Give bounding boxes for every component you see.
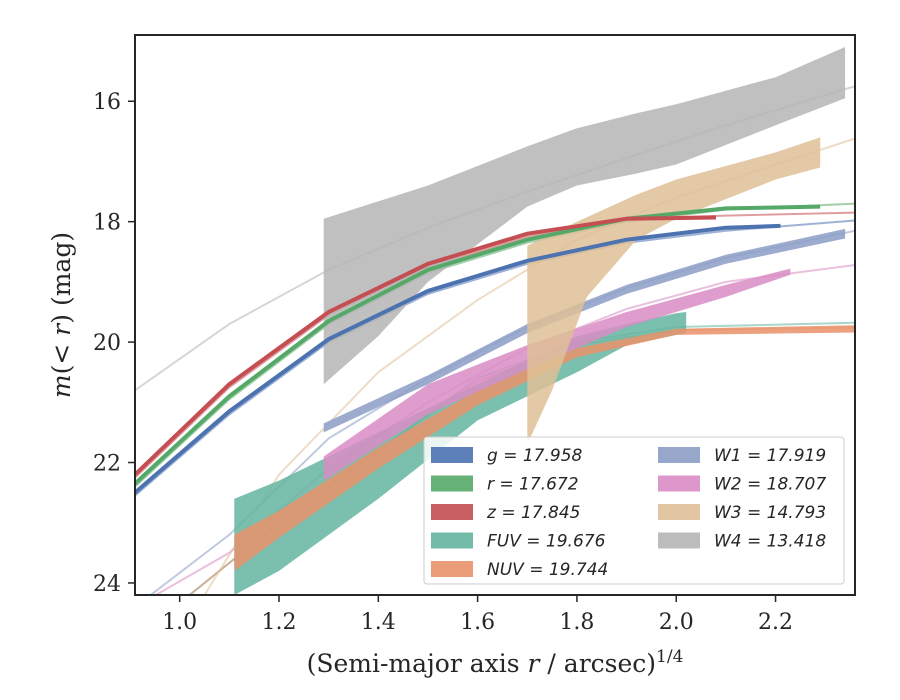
legend-swatch-fuv (431, 532, 473, 549)
x-axis-title-suffix: / arcsec) (539, 649, 656, 678)
legend-swatch-g (431, 447, 473, 463)
y-tick-label-18: 18 (93, 211, 121, 236)
y-tick-label-16: 16 (93, 90, 121, 115)
legend-swatch-nuv (431, 561, 473, 577)
plot-frame (134, 34, 856, 596)
y-tick-label-20: 20 (93, 331, 121, 356)
legend: g = 17.958 r = 17.672 z = 17.845 FUV = 19.6… (423, 436, 845, 585)
y-axis-title-paren-open: (< (47, 336, 76, 375)
legend-label-w4: W4 = 13.418 (714, 532, 826, 552)
y-axis-title-m: m (47, 374, 76, 398)
legend-label-g: g = 17.958 (487, 446, 583, 466)
x-tick-label-1-0: 1.0 (162, 610, 197, 635)
legend-swatch-w3 (658, 504, 700, 520)
x-axis-title-prefix: (Semi-major axis (307, 649, 528, 678)
y-tick-label-22: 22 (93, 452, 121, 477)
band-w3 (527, 137, 821, 445)
legend-label-z: z = 17.845 (486, 503, 580, 523)
y-tick-label-24: 24 (93, 572, 121, 597)
legend-swatch-w4 (658, 532, 700, 549)
x-axis-title-exponent: 1/4 (656, 647, 683, 667)
data-curve-r (135, 204, 821, 486)
legend-label-w2: W2 = 18.707 (714, 475, 826, 495)
legend-label-w3: W3 = 14.793 (714, 503, 826, 523)
legend-label-w1: W1 = 17.919 (714, 446, 826, 466)
legend-label-fuv: FUV = 19.676 (487, 532, 606, 552)
legend-label-nuv: NUV = 19.744 (487, 560, 608, 580)
x-tick-label-2-0: 2.0 (659, 610, 694, 635)
y-axis-title-rest: ) (mag) (47, 232, 76, 324)
x-tick-label-1-8: 1.8 (559, 610, 594, 635)
band-w2 (323, 268, 791, 481)
x-tick-label-2-2: 2.2 (758, 610, 793, 635)
x-axis-title: (Semi-major axis r / arcsec)1/4 (307, 647, 684, 678)
legend-swatch-z (431, 504, 473, 520)
data-curve-g (135, 223, 781, 495)
legend-box (423, 436, 845, 585)
x-axis-title-var: r (528, 649, 542, 678)
legend-label-r: r = 17.672 (487, 475, 579, 495)
band-w1 (323, 228, 846, 433)
model-curve-g (135, 219, 855, 497)
x-tick-label-1-2: 1.2 (262, 610, 297, 635)
x-tick-label-1-4: 1.4 (361, 610, 396, 635)
band-w4 (323, 47, 846, 385)
plot-area (135, 47, 855, 595)
axis-ticks: 1.0 1.2 1.4 1.6 1.8 2.0 2.2 16 18 20 22 24 (93, 90, 793, 635)
data-curve-z (135, 215, 717, 477)
legend-swatch-r (431, 475, 473, 492)
legend-swatch-w2 (658, 475, 700, 492)
x-tick-label-1-6: 1.6 (460, 610, 495, 635)
y-axis-title: m(< r) (mag) (47, 232, 76, 398)
y-axis-title-r: r (47, 322, 76, 336)
legend-swatch-w1 (658, 447, 700, 463)
